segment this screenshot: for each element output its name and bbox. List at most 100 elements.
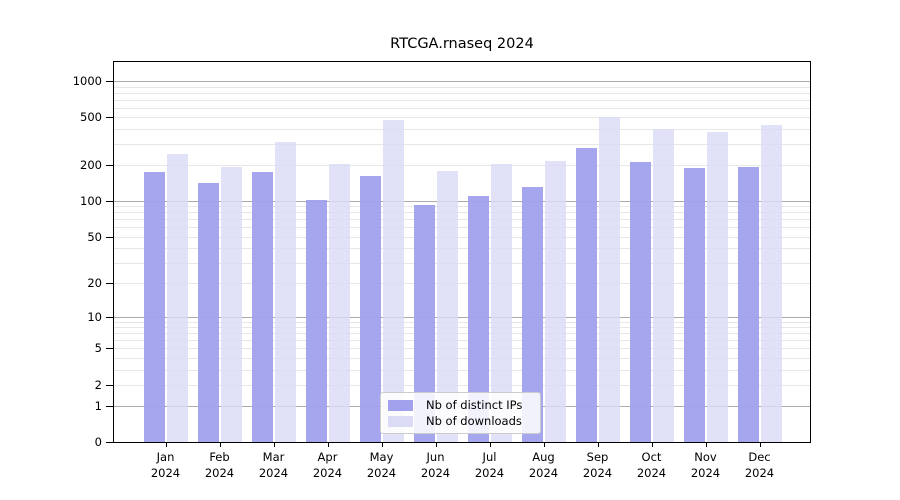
bar-distinct-ips-sep <box>575 147 597 442</box>
bar-downloads-mar <box>274 141 296 442</box>
gridline-7 <box>114 333 810 335</box>
x-tick-label-nov: Nov 2024 <box>690 450 721 480</box>
bar-downloads-jan <box>166 154 188 442</box>
y-tick-200 <box>106 164 113 166</box>
legend-item-distinct-ips: Nb of distinct IPs <box>388 398 533 412</box>
y-tick-10 <box>106 316 113 318</box>
x-tick-label-apr: Apr 2024 <box>312 450 343 480</box>
gridline-70 <box>114 219 810 221</box>
x-tick-may <box>381 442 383 447</box>
y-tick-0 <box>106 442 113 443</box>
gridline-100 <box>114 200 810 202</box>
x-tick-label-mar: Mar 2024 <box>258 450 289 480</box>
chart-title: RTCGA.rnaseq 2024 <box>390 36 534 52</box>
bar-distinct-ips-jan <box>143 172 165 442</box>
plot-area: 0 1 2 5 10 20 50 100 200 500 1000 Jan 2024 Feb 2024 M… <box>73 61 811 480</box>
bar-downloads-apr <box>328 163 350 442</box>
gridline-60 <box>114 227 810 229</box>
gridline-10 <box>114 316 810 318</box>
gridline-8 <box>114 327 810 329</box>
gridline-300 <box>114 143 810 145</box>
y-tick-50 <box>106 236 113 238</box>
bar-downloads-feb <box>220 167 242 442</box>
x-tick-label-jan: Jan 2024 <box>150 450 181 480</box>
x-tick-nov <box>705 442 707 447</box>
x-tick-sep <box>597 442 599 447</box>
legend-item-downloads: Nb of downloads <box>388 414 533 428</box>
y-tick-2 <box>106 384 113 386</box>
y-tick-label-5: 5 <box>94 341 102 356</box>
y-tick-5 <box>106 348 113 350</box>
gridline-800 <box>114 92 810 94</box>
gridline-30 <box>114 262 810 264</box>
x-tick-jan <box>165 442 167 447</box>
bar-distinct-ips-may <box>359 175 381 442</box>
x-tick-mar <box>273 442 275 447</box>
gridline-200 <box>114 164 810 166</box>
x-tick-dec <box>759 442 761 447</box>
y-tick-label-50: 50 <box>87 229 102 244</box>
legend-swatch-distinct-ips <box>388 399 413 411</box>
x-tick-label-may: May 2024 <box>366 450 397 480</box>
gridline-50 <box>114 236 810 238</box>
x-tick-aug <box>543 442 545 447</box>
y-tick-label-200: 200 <box>80 157 102 172</box>
gridline-2 <box>114 384 810 386</box>
y-tick-label-20: 20 <box>87 275 102 290</box>
bar-downloads-sep <box>598 117 620 442</box>
bar-downloads-oct <box>652 128 674 442</box>
bar-distinct-ips-jul <box>467 195 489 442</box>
x-tick-label-oct: Oct 2024 <box>636 450 667 480</box>
x-tick-oct <box>651 442 653 447</box>
y-tick-label-10: 10 <box>87 309 102 324</box>
x-tick-label-feb: Feb 2024 <box>204 450 235 480</box>
x-tick-jun <box>435 442 437 447</box>
gridline-900 <box>114 86 810 88</box>
bar-downloads-jul <box>490 163 512 442</box>
bar-downloads-nov <box>706 131 728 442</box>
legend-label-distinct-ips: Nb of distinct IPs <box>426 398 523 412</box>
y-tick-label-1000: 1000 <box>72 74 102 88</box>
x-tick-apr <box>327 442 329 447</box>
bar-distinct-ips-apr <box>305 200 327 442</box>
bar-distinct-ips-oct <box>629 161 651 442</box>
bar-distinct-ips-jun <box>413 205 435 442</box>
gridline-40 <box>114 248 810 249</box>
bar-downloads-aug <box>544 160 566 442</box>
legend-swatch-downloads <box>388 415 413 427</box>
x-tick-feb <box>219 442 221 447</box>
gridline-6 <box>114 340 810 342</box>
y-tick-20 <box>106 282 113 284</box>
y-tick-label-100: 100 <box>80 193 102 208</box>
y-tick-100 <box>106 200 113 202</box>
bar-downloads-dec <box>760 124 782 442</box>
gridline-9 <box>114 321 810 323</box>
legend-label-downloads: Nb of downloads <box>426 414 522 428</box>
gridline-80 <box>114 212 810 214</box>
gridline-600 <box>114 107 810 109</box>
legend: Nb of distinct IPs Nb of downloads <box>380 392 541 434</box>
bar-downloads-may <box>382 120 404 442</box>
x-tick-jul <box>489 442 491 447</box>
x-tick-label-dec: Dec 2024 <box>744 450 775 480</box>
gridline-500 <box>114 117 810 119</box>
bar-downloads-jun <box>436 170 458 442</box>
bar-distinct-ips-mar <box>251 172 273 442</box>
gridline-4 <box>114 357 810 359</box>
gridline-400 <box>114 128 810 130</box>
x-tick-label-aug: Aug 2024 <box>528 450 559 480</box>
gridline-5 <box>114 348 810 350</box>
gridline-20 <box>114 282 810 284</box>
y-tick-1000 <box>106 81 113 82</box>
y-tick-500 <box>106 117 113 119</box>
y-tick-label-0: 0 <box>94 435 102 449</box>
y-tick-label-500: 500 <box>80 110 102 125</box>
y-tick-label-1: 1 <box>94 398 102 413</box>
bar-distinct-ips-aug <box>521 186 543 442</box>
y-tick-label-2: 2 <box>94 377 102 392</box>
x-tick-label-jul: Jul 2024 <box>474 450 505 480</box>
bar-distinct-ips-nov <box>683 167 705 442</box>
gridline-1000 <box>114 81 810 82</box>
y-tick-1 <box>106 405 113 407</box>
gridline-3 <box>114 369 810 371</box>
